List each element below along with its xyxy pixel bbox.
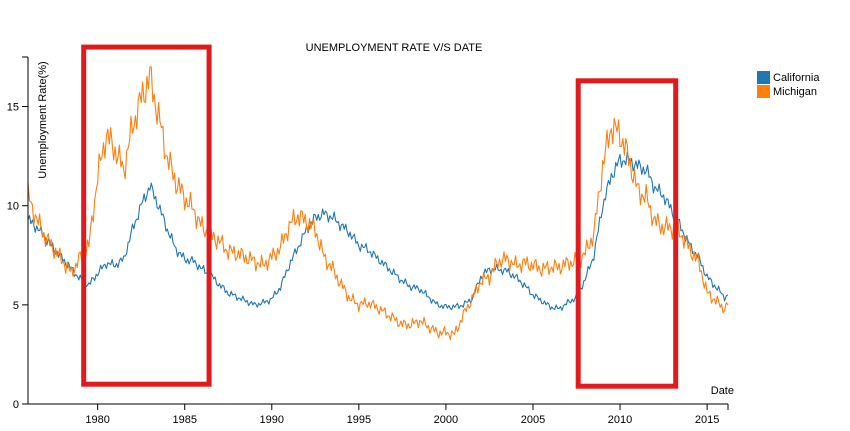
x-tick-label-1990: 1990 — [260, 414, 284, 426]
x-tick-label-1995: 1995 — [347, 414, 371, 426]
legend: California Michigan — [757, 71, 820, 98]
highlight-box-2 — [575, 78, 679, 389]
highlight-box-1 — [81, 44, 212, 387]
series-line-michigan — [27, 66, 729, 341]
y-tick-label-10: 10 — [7, 201, 19, 213]
y-tick-label-5: 5 — [13, 300, 19, 312]
series-line-california — [27, 151, 729, 311]
x-tick-label-2010: 2010 — [608, 414, 632, 426]
x-tick-label-2015: 2015 — [695, 414, 719, 426]
legend-label-michigan: Michigan — [773, 86, 817, 98]
x-axis-title: Date — [711, 385, 734, 397]
chart-title: UNEMPLOYMENT RATE V/S DATE — [306, 42, 483, 54]
legend-label-california: California — [773, 72, 820, 84]
y-tick-label-0: 0 — [13, 399, 19, 411]
legend-swatch-california — [757, 71, 770, 84]
legend-swatch-michigan — [757, 85, 770, 98]
y-tick-label-15: 15 — [7, 102, 19, 114]
x-tick-label-2000: 2000 — [434, 414, 458, 426]
x-tick-label-1980: 1980 — [85, 414, 109, 426]
x-tick-label-1985: 1985 — [172, 414, 196, 426]
x-tick-label-2005: 2005 — [521, 414, 545, 426]
y-axis-title: Unemployment Rate(%) — [37, 61, 49, 178]
